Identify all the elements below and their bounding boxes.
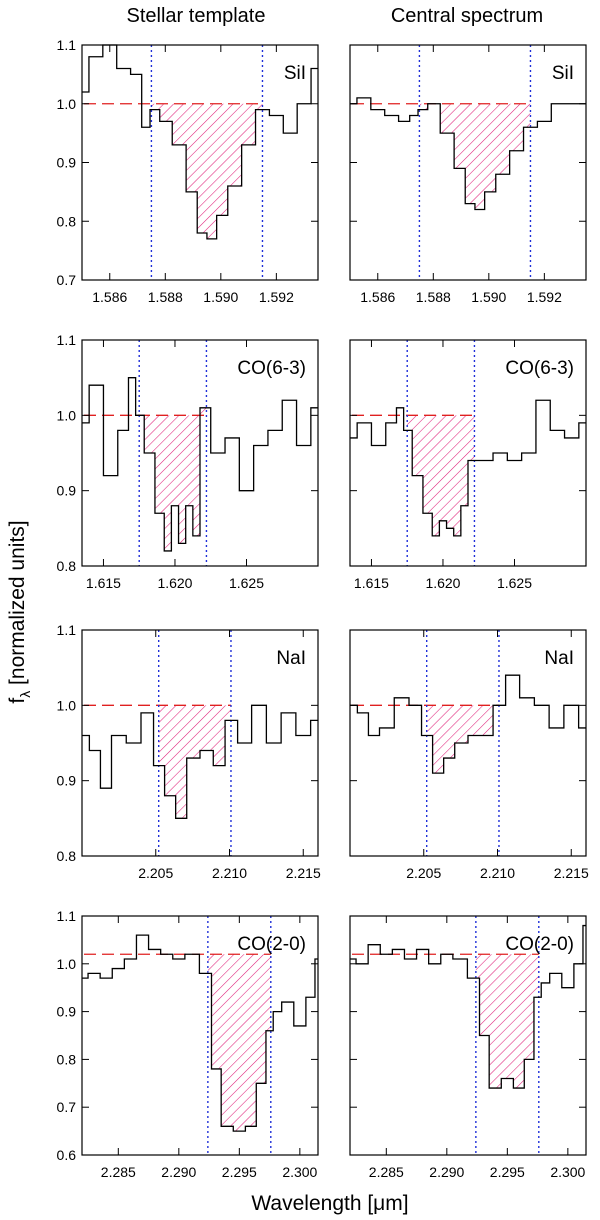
x-tick-label: 2.215 (286, 865, 321, 881)
spectrum-line (350, 924, 586, 1089)
x-tick-label: 2.285 (101, 1164, 136, 1180)
x-tick-label: 2.295 (490, 1164, 525, 1180)
y-tick-label: 1.0 (57, 956, 77, 972)
x-tick-label: 2.210 (212, 865, 247, 881)
y-tick-label: 1.1 (57, 908, 77, 924)
hatched-region (419, 103, 531, 210)
feature-label: SiI (552, 63, 574, 84)
hatched-region (158, 705, 231, 819)
panel-frame (81, 629, 319, 857)
x-tick-label: 1.592 (527, 289, 562, 305)
y-tick-label: 1.0 (57, 697, 77, 713)
x-tick-label: 2.295 (222, 1164, 257, 1180)
y-tick-label: 0.9 (57, 773, 77, 789)
feature-label: CO(6-3) (237, 358, 306, 379)
x-tick-label: 2.300 (550, 1164, 585, 1180)
hatched-region (139, 407, 207, 551)
spectrum-panel-SiI-central: 1.586 1.588 1.590 1.592 SiI (349, 44, 587, 305)
spectrum-line (350, 674, 586, 774)
y-tick-label: 1.0 (57, 96, 77, 112)
panel-frame (349, 629, 587, 857)
x-tick-label: 2.205 (406, 865, 441, 881)
panel-frame (349, 915, 587, 1156)
spectrum-panel-CO63-central: 1.615 1.620 1.625 CO(6-3) (349, 339, 587, 591)
spectrum-line (82, 704, 318, 819)
y-tick-label: 0.7 (57, 272, 77, 288)
x-tick-label: 1.625 (497, 575, 532, 591)
y-axis-label: fλ [normalized units] (6, 520, 33, 703)
x-tick-label: 1.588 (148, 289, 183, 305)
x-tick-label: 2.300 (282, 1164, 317, 1180)
feature-label: SiI (284, 63, 306, 84)
panel-frame (349, 339, 587, 567)
hatched-region (407, 415, 475, 536)
y-tick-label: 0.8 (57, 848, 77, 864)
x-tick-label: 1.590 (471, 289, 506, 305)
feature-label: CO(6-3) (505, 358, 574, 379)
column-title-central: Central spectrum (391, 5, 543, 27)
spectrum-line (350, 399, 586, 537)
x-axis-label: Wavelength [μm] (251, 1192, 408, 1215)
spectrum-panel-SiI-stellar: 0.7 0.8 0.9 1.0 1.1 1.586 1.588 1.590 1.592 SiI (57, 37, 319, 305)
spectrum-panel-NaI-central: 2.205 2.210 2.215 NaI (349, 629, 589, 881)
y-tick-label: 1.1 (57, 37, 77, 53)
y-tick-label: 0.8 (57, 213, 77, 229)
x-tick-label: 1.620 (425, 575, 460, 591)
hatched-region (426, 705, 499, 774)
x-tick-label: 1.588 (416, 289, 451, 305)
x-tick-label: 1.586 (360, 289, 395, 305)
spectrum-line (82, 377, 318, 552)
y-tick-label: 0.8 (57, 558, 77, 574)
column-title-stellar: Stellar template (127, 5, 266, 27)
feature-label: CO(2-0) (505, 934, 574, 955)
spectrum-panel-CO20-central: 2.285 2.290 2.295 2.300 CO(2-0) (349, 915, 587, 1180)
spectrum-line (350, 97, 586, 211)
panel-frame (81, 915, 319, 1156)
feature-label: CO(2-0) (237, 934, 306, 955)
feature-label: NaI (544, 648, 574, 669)
spectrum-panel-CO63-stellar: 0.8 0.9 1.0 1.1 1.615 1.620 1.625 CO(6-3) (57, 332, 319, 591)
spectrum-line (82, 44, 318, 240)
x-tick-label: 2.215 (554, 865, 589, 881)
x-tick-label: 1.615 (354, 575, 389, 591)
x-tick-label: 2.205 (138, 865, 173, 881)
spectrum-line (82, 934, 318, 1132)
spectrum-panel-NaI-stellar: 0.8 0.9 1.0 1.1 2.205 2.210 2.215 NaI (57, 622, 321, 881)
x-tick-label: 1.625 (229, 575, 264, 591)
feature-label: NaI (276, 648, 306, 669)
y-tick-label: 1.1 (57, 332, 77, 348)
y-axis-label-symbol: f (6, 698, 29, 704)
x-tick-label: 1.592 (259, 289, 294, 305)
y-axis-label-units: [normalized units] (6, 520, 29, 690)
y-tick-label: 0.8 (57, 1051, 77, 1067)
panel-frame (81, 339, 319, 567)
hatched-region (207, 954, 271, 1132)
x-tick-label: 1.615 (86, 575, 121, 591)
y-tick-label: 0.6 (57, 1147, 77, 1163)
x-tick-label: 2.290 (429, 1164, 464, 1180)
x-tick-label: 1.590 (203, 289, 238, 305)
x-tick-label: 2.285 (369, 1164, 404, 1180)
y-tick-label: 0.9 (57, 155, 77, 171)
hatched-region (475, 954, 539, 1089)
x-tick-label: 1.586 (92, 289, 127, 305)
y-tick-label: 1.1 (57, 622, 77, 638)
x-tick-label: 1.620 (157, 575, 192, 591)
y-tick-label: 0.9 (57, 1004, 77, 1020)
x-tick-label: 2.290 (161, 1164, 196, 1180)
spectrum-panel-CO20-stellar: 0.6 0.7 0.8 0.9 1.0 1.1 2.285 2.290 2.295 2.300 CO… (57, 908, 319, 1180)
y-tick-label: 1.0 (57, 407, 77, 423)
hatched-region (151, 103, 263, 239)
x-tick-label: 2.210 (480, 865, 515, 881)
y-tick-label: 0.9 (57, 483, 77, 499)
y-tick-label: 0.7 (57, 1099, 77, 1115)
y-axis-label-subscript: λ (17, 691, 33, 698)
